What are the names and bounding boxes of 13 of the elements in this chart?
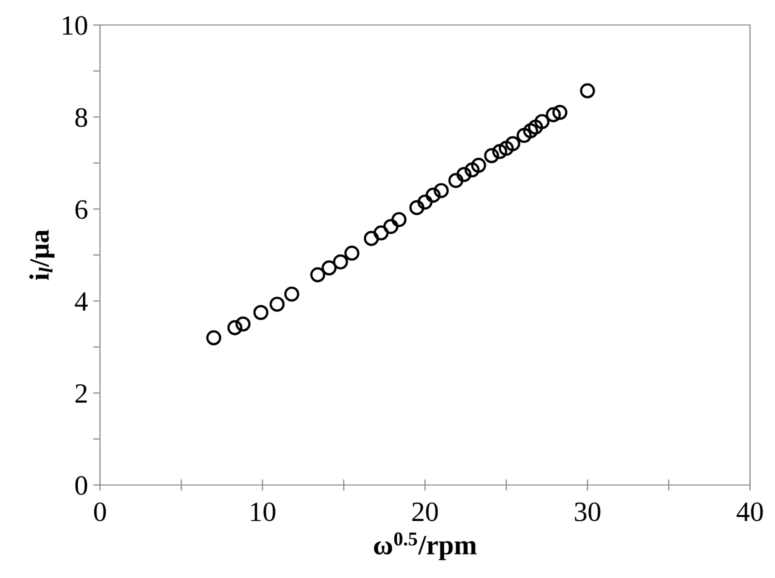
x-tick-label: 10 — [251, 502, 276, 522]
y-tick-label: 0 — [75, 476, 88, 495]
y-tick-label: 2 — [76, 384, 87, 403]
x-tick-label: 40 — [736, 502, 763, 522]
y-tick-label: 8 — [75, 108, 88, 127]
x-tick-label: 0 — [94, 502, 106, 522]
y-axis-title: i$_{l}$/μa — [29, 230, 54, 280]
y-tick-label: 10 — [62, 16, 88, 35]
y-tick-label: 4 — [74, 292, 88, 311]
x-tick-label: 20 — [412, 502, 438, 522]
x-axis-title: ω$^{0.5}$/rpm — [374, 532, 477, 560]
x-tick-label: 30 — [574, 502, 600, 522]
y-tick-label: 6 — [76, 200, 88, 219]
